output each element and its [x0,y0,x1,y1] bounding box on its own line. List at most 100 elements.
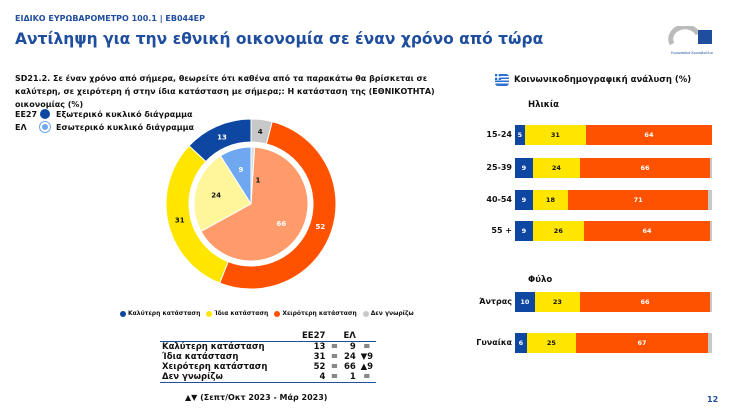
inner-label: 66 [277,220,287,228]
table-cell: 66 [344,362,356,372]
ep-logo: Ευρωπαϊκό Κοινοβούλιο [668,26,713,55]
bar-segment [710,292,712,312]
bar-segment [710,221,712,241]
legend-inner: ΕΛ Εσωτερικό κυκλικό διάγραμμα [15,122,194,132]
table-cell: 24 [344,352,356,362]
inner-slice [193,155,252,233]
group-title: Φύλο [528,275,553,285]
bar-segment: 6 [515,333,527,353]
legend-label: Χειρότερη κατάσταση [282,310,357,317]
bar-category-label: 55 + [491,226,512,235]
table-cell: = [330,362,339,372]
trend-note: ▲▼ (Σεπτ/Οκτ 2023 - Μάρ 2023) [185,393,328,402]
table-cell: = [330,352,339,362]
legend-label: Δεν γνωρίζω [370,310,414,317]
stacked-bar: 10 23 66 [515,292,712,312]
table-row: Δεν γνωρίζω 4 = 1 = [160,372,376,383]
bar-segment [710,158,712,178]
bar-segment: 66 [579,292,710,312]
table-cell: = [327,372,342,383]
stacked-bar: 9 18 71 [515,190,712,210]
legend-label: Εξωτερικό κυκλικό διάγραμμα [56,109,193,119]
legend-label: Εσωτερικό κυκλικό διάγραμμα [56,122,194,132]
legend-code: ΕΛ [15,122,27,132]
page-title: Αντίληψη για την εθνική οικονομία σε ένα… [15,30,544,48]
inner-label: 24 [211,192,221,200]
legend-label: Ίδια κατάσταση [214,310,269,317]
table-cell: = [363,342,371,352]
bar-segment: 9 [515,190,533,210]
socio-header: Κοινωνικοδημογραφική ανάλυση (%) [495,74,691,86]
table-cell: ▲9 [360,362,374,372]
greece-flag-icon [495,74,509,86]
legend-swatch [274,310,281,317]
table-cell: 4 [300,372,328,383]
bar-segment: 10 [515,292,535,312]
bar-segment: 5 [515,125,525,145]
table-cell: = [357,372,376,383]
legend-item: Χειρότερη κατάσταση [274,310,357,317]
bar-segment: 66 [579,158,710,178]
bar-category-label: 25-39 [486,163,512,172]
outer-ring-icon [40,109,50,119]
outer-label: 13 [217,134,227,142]
stacked-bar: 6 25 67 [515,333,712,353]
inner-slice [200,146,309,262]
table-cell: Δεν γνωρίζω [160,372,300,383]
bar-segment [708,333,712,353]
table-cell: Καλύτερη κατάσταση [162,342,265,352]
outer-slice [219,121,337,290]
stacked-bar: 5 31 64 [515,125,712,145]
stacked-bar: 9 24 66 [515,158,712,178]
outer-label: 4 [258,128,263,136]
table-cell: 1 [341,372,358,383]
bar-segment: 24 [532,158,580,178]
bar-segment: 23 [534,292,580,312]
bar-segment: 26 [532,221,584,241]
question-text: SD21.2. Σε έναν χρόνο από σήμερα, θεωρεί… [15,74,435,109]
legend-item: Καλύτερη κατάσταση [120,310,200,317]
bar-segment: 31 [524,125,586,145]
legend-label: Καλύτερη κατάσταση [128,310,201,317]
bar-category-label: Γυναίκα [476,338,512,347]
group-title: Ηλικία [528,100,559,110]
col-eu27: ΕΕ27 [300,331,328,342]
svg-text:Ευρωπαϊκό Κοινοβούλιο: Ευρωπαϊκό Κοινοβούλιο [671,51,713,55]
page-number: 12 [707,395,719,404]
stacked-bar: 9 26 64 [515,221,712,241]
table-cell: = [330,342,339,352]
chart-legend: Καλύτερη κατάσταση Ίδια κατάσταση Χειρότερ… [120,310,414,317]
col-el: ΕΛ [341,331,358,342]
inner-label: 1 [256,176,261,184]
table-row: Ίδια κατάσταση 31 = 24 ▼9 [160,352,376,362]
table-cell: 31 [313,352,326,362]
table-cell: 52 [313,362,326,372]
outer-slice [250,118,273,145]
table-cell: ▼9 [360,352,374,362]
outer-label: 31 [175,216,185,224]
table-header: ΕΕ27 ΕΛ [160,331,376,342]
inner-ring-icon [40,122,50,132]
bar-segment: 64 [585,125,712,145]
table-cell: 9 [349,342,356,352]
bar-category-label: 40-54 [486,195,512,204]
legend-item: Δεν γνωρίζω [362,310,414,317]
legend-swatch [206,310,213,317]
table-row: Καλύτερη κατάσταση 13 = 9 = [160,342,376,353]
bar-segment: 18 [532,190,569,210]
table-cell: 13 [313,342,326,352]
supertitle: ΕΙΔΙΚΟ ΕΥΡΩΒΑΡΟΜΕΤΡΟ 100.1 | EB044EP [15,14,205,23]
legend-outer: ΕΕ27 Εξωτερικό κυκλικό διάγραμμα [15,109,192,119]
legend-swatch [120,310,126,317]
socio-title: Κοινωνικοδημογραφική ανάλυση (%) [514,75,692,85]
legend-swatch [362,310,369,317]
bar-segment: 9 [515,158,533,178]
outer-slice [165,145,229,284]
bar-segment: 71 [568,190,709,210]
legend-code: ΕΕ27 [15,109,38,119]
bar-segment: 67 [576,333,709,353]
table-cell: Χειρότερη κατάσταση [162,362,268,372]
outer-label: 52 [316,223,326,231]
bar-segment: 64 [583,221,711,241]
